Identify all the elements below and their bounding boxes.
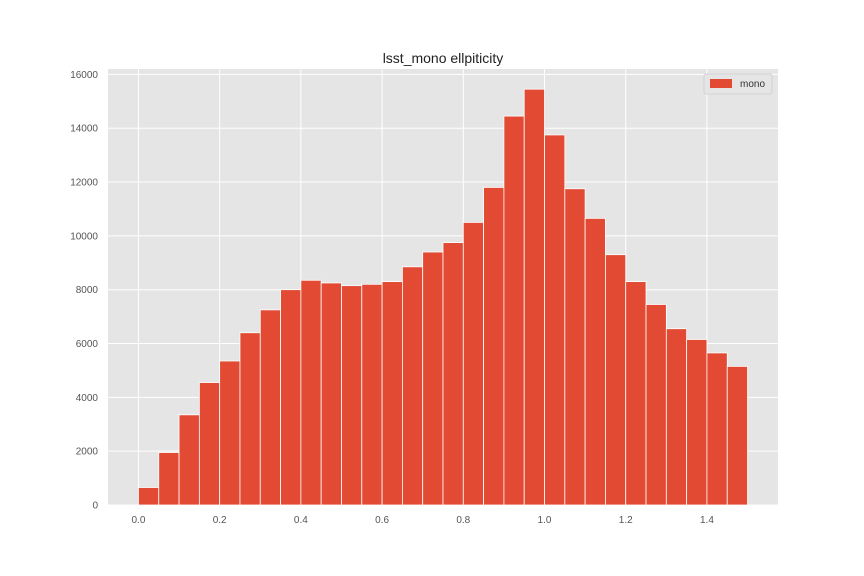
histogram-bar [401,266,424,506]
y-axis-ticks: 0 2000 4000 6000 8000 10000 12000 14000 16000 [70,70,98,512]
histogram-bar [462,222,485,506]
histogram-bar [259,309,281,506]
histogram-bar [198,382,221,506]
histogram-bar [706,352,728,506]
histogram-bar [320,282,342,506]
y-tick-label: 4000 [76,393,99,404]
histogram-bar [605,254,627,506]
y-tick-label: 6000 [76,339,99,350]
histogram-bar [158,452,180,506]
legend-swatch-mono [710,79,732,88]
histogram-bar [483,187,505,506]
x-tick-label: 1.2 [619,515,633,526]
y-tick-label: 10000 [70,231,98,242]
histogram-bar [645,304,667,506]
histogram-bar [544,134,566,506]
histogram-bar [361,283,383,506]
y-tick-label: 8000 [76,285,99,296]
x-tick-label: 1.4 [700,515,714,526]
y-tick-label: 12000 [70,178,98,189]
histogram-bar [280,289,302,506]
x-tick-label: 1.0 [538,515,552,526]
x-tick-label: 0.6 [375,515,389,526]
y-tick-label: 0 [92,501,98,512]
y-tick-label: 2000 [76,447,99,458]
legend-label-mono: mono [740,79,765,90]
x-tick-label: 0.8 [456,515,470,526]
histogram-bar [503,115,525,506]
histogram-bar [138,487,160,506]
y-tick-label: 14000 [70,124,98,135]
histogram-bar [584,217,606,506]
histogram-bar [726,365,748,506]
y-tick-label: 16000 [70,70,98,81]
histogram-bar [564,188,586,506]
histogram-bar [219,360,241,506]
histogram-bar [422,251,444,506]
histogram-bar [625,281,647,506]
legend: mono [703,73,773,95]
histogram-bar [665,328,688,506]
histogram-bar [442,242,464,506]
histogram-bar [239,332,261,506]
histogram-bar [300,279,322,506]
x-axis-ticks: 0.0 0.2 0.4 0.6 0.8 1.0 1.2 1.4 [132,515,715,526]
histogram-bar [686,339,708,506]
histogram-bar [341,285,363,506]
x-tick-label: 0.0 [132,515,146,526]
histogram-bar [381,281,403,506]
histogram-bars [138,88,748,506]
x-tick-label: 0.4 [294,515,308,526]
x-tick-label: 0.2 [213,515,227,526]
histogram-bar [523,88,545,506]
chart-title: lsst_mono ellpiticity [383,50,504,66]
histogram-bar [178,414,200,506]
